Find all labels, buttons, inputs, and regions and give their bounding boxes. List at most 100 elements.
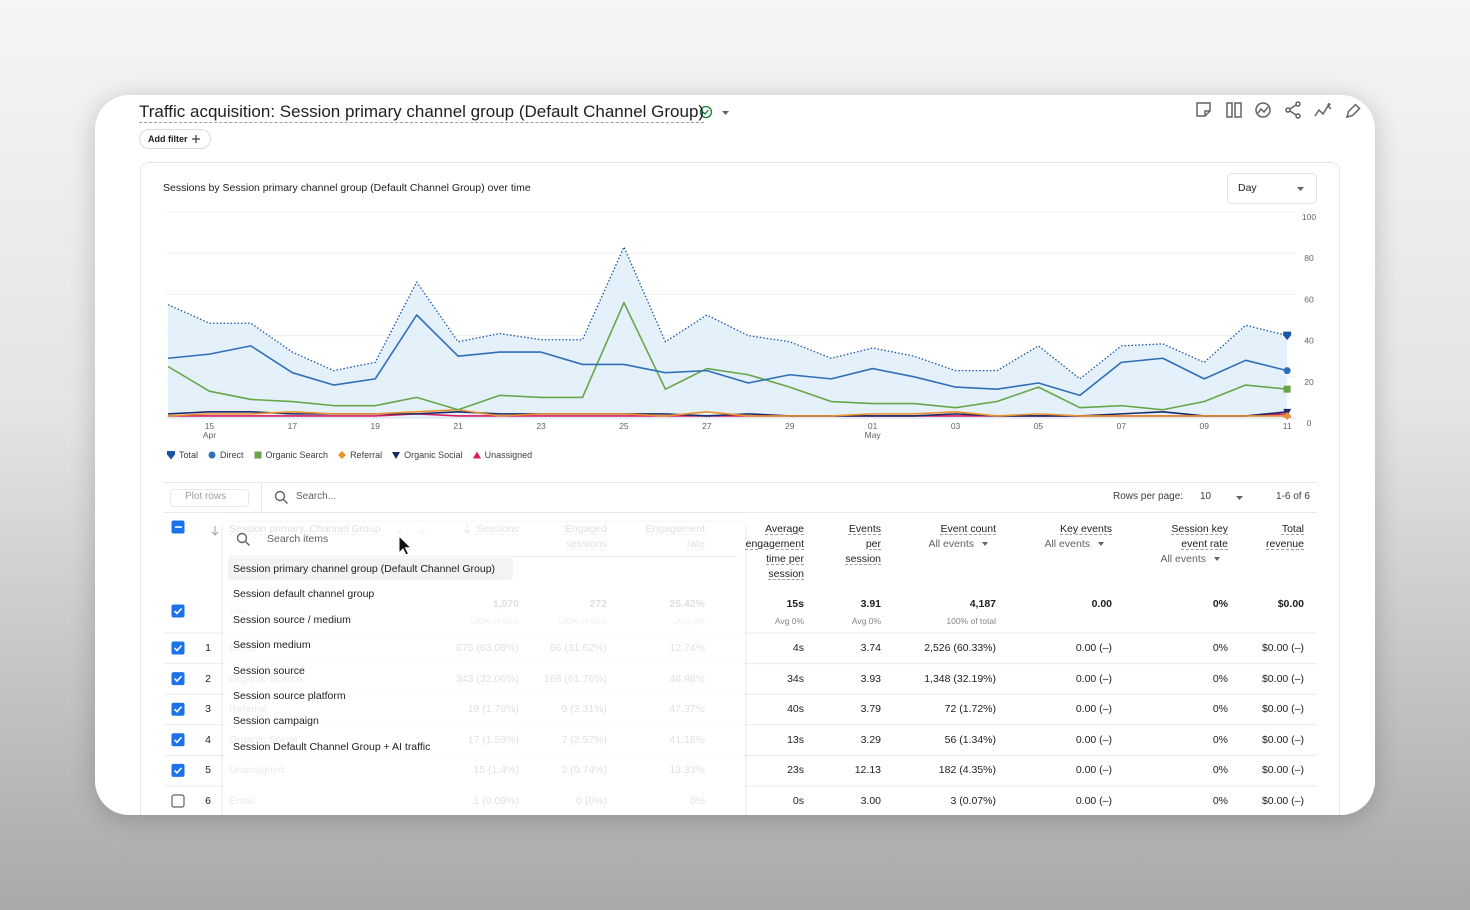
legend-label: Referral <box>350 450 383 460</box>
row-value: 0s <box>792 795 804 807</box>
x-tick-label: 29 <box>785 421 795 431</box>
x-tick-label: 17 <box>287 421 298 431</box>
sort-arrow[interactable] <box>211 526 219 536</box>
legend-item[interactable]: Organic Social <box>391 450 463 460</box>
legend-label: Organic Social <box>404 450 463 460</box>
column-filter[interactable]: All events <box>1148 552 1228 567</box>
menu-option[interactable]: Session default channel group <box>233 588 375 601</box>
row-value: $0.00 (–) <box>1261 733 1304 746</box>
caret <box>1098 542 1104 547</box>
column-label: Key events <box>1060 523 1112 535</box>
menu-option[interactable]: Session source <box>233 664 305 677</box>
legend-marker <box>167 451 175 460</box>
column-label: Session key event rate <box>1171 523 1228 550</box>
row-value: 0.00 (–) <box>1075 795 1112 807</box>
x-tick-label: 21 <box>453 421 463 431</box>
legend-item[interactable]: Direct <box>207 450 244 460</box>
x-tick-label: 05 <box>1033 421 1044 431</box>
plot-rows-button[interactable] <box>170 489 249 507</box>
column-header[interactable]: Event count All events <box>906 522 996 552</box>
totals-value: $0.00 <box>1277 598 1304 610</box>
canvas: 0 20 40 60 80 100 <box>139 101 1361 815</box>
column-label: Average engagement time per session <box>745 523 804 580</box>
caret <box>1214 557 1220 562</box>
marker <box>208 451 216 459</box>
menu-search[interactable]: Search items <box>267 533 329 545</box>
area <box>168 247 1288 418</box>
plot-rows[interactable]: Plot rows <box>185 491 227 502</box>
legend-item[interactable]: Organic Search <box>253 450 328 460</box>
title-status[interactable] <box>699 105 713 119</box>
totals-value: 0% <box>1212 598 1228 610</box>
row-index: 5 <box>205 764 211 777</box>
y-tick-label: 0 <box>1307 418 1312 428</box>
legend-marker <box>392 452 401 459</box>
totals-note: Avg 0% <box>851 616 881 626</box>
legend-item[interactable]: Unassigned <box>472 450 532 460</box>
row-value: 3.29 <box>860 733 881 746</box>
row-checkbox <box>171 763 185 777</box>
column-filter[interactable]: All events <box>1022 537 1112 552</box>
menu-option[interactable]: Session medium <box>233 639 311 652</box>
column-header[interactable]: Average engagement time per session <box>742 522 804 582</box>
column-label: Event count <box>940 523 996 535</box>
report-title: Traffic acquisition: Session primary cha… <box>139 102 705 123</box>
row-checkbox <box>171 733 185 747</box>
toolbar-icons <box>1196 101 1361 119</box>
menu-highlight <box>228 558 513 580</box>
column-filter[interactable]: All events <box>906 537 996 552</box>
column-header[interactable]: Session key event rate All events <box>1148 522 1228 567</box>
column-header[interactable]: Total revenue <box>1256 522 1304 552</box>
menu-option[interactable]: Session Default Channel Group + AI traff… <box>233 740 431 753</box>
x-tick-label: 03 <box>950 421 961 431</box>
add-filter-button[interactable] <box>139 129 211 149</box>
table-search[interactable]: Search... <box>296 491 337 502</box>
legend-item[interactable]: Referral <box>337 450 382 460</box>
period-select[interactable]: Day <box>1238 182 1257 194</box>
row-value: $0.00 (–) <box>1261 703 1304 716</box>
row-value: 4s <box>792 642 804 654</box>
add-filter-label[interactable]: Add filter <box>148 134 188 144</box>
marker <box>167 451 175 460</box>
compare-icon[interactable] <box>1226 102 1242 118</box>
menu-option[interactable]: Session campaign <box>233 715 319 728</box>
legend-item[interactable]: Total <box>166 450 198 460</box>
row-value: 0% <box>1212 642 1228 654</box>
marker <box>392 452 401 459</box>
check <box>173 706 183 713</box>
totals-value: 15s <box>786 598 804 610</box>
row-value: 3.79 <box>860 703 881 716</box>
row-value: 0% <box>1212 733 1228 746</box>
marker <box>1283 385 1291 393</box>
row-value: 34s <box>787 672 804 685</box>
x-tick-label: 15 Apr <box>202 421 217 440</box>
series-line <box>167 301 1288 411</box>
insights-icon[interactable] <box>1255 102 1271 118</box>
column-label: Events per session <box>845 523 881 565</box>
legend-marker <box>208 451 216 459</box>
trend-icon[interactable] <box>1314 103 1332 117</box>
row-value: 3 (0.07%) <box>950 795 996 807</box>
menu-option[interactable]: Session primary channel group (Default C… <box>233 563 496 575</box>
period-select-box[interactable] <box>1227 173 1317 204</box>
title-caret[interactable] <box>722 111 729 115</box>
share-icon[interactable] <box>1285 101 1301 119</box>
notes-icon[interactable] <box>1196 102 1211 117</box>
row-value: $0.00 (–) <box>1261 672 1304 685</box>
row-index: 2 <box>205 672 211 685</box>
legend: Total Direct Organic Search Referral Organic… <box>166 450 532 460</box>
column-header[interactable]: Key events All events <box>1022 522 1112 552</box>
series-line <box>167 314 1288 397</box>
column-header[interactable]: Events per session <box>839 522 881 567</box>
row-value: 0.00 (–) <box>1075 642 1112 654</box>
rows-per-page[interactable]: 10 <box>1200 491 1212 502</box>
rows-caret[interactable] <box>1236 496 1243 500</box>
row-checkbox <box>171 794 185 808</box>
row-value: 0% <box>1212 672 1228 685</box>
edit-icon[interactable] <box>1345 103 1361 119</box>
menu-option[interactable]: Session source platform <box>233 690 346 702</box>
totals-checkbox <box>171 604 185 618</box>
marker <box>1283 411 1292 420</box>
menu-option[interactable]: Session source / medium <box>233 613 351 626</box>
